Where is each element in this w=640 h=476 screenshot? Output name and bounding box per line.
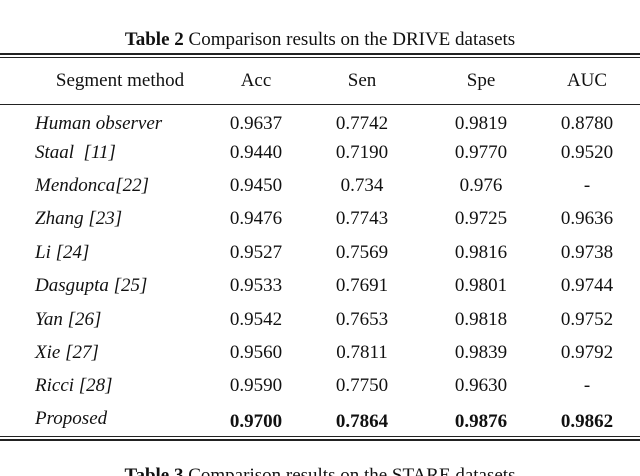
header-cell: Acc: [240, 70, 272, 91]
value-cell: 0.8780: [560, 113, 614, 134]
value-cell: 0.7653: [335, 309, 389, 330]
bottom-rule: [0, 439, 640, 441]
value-cell: 0.9700: [229, 411, 283, 432]
method-cell: Li [24]: [35, 242, 90, 263]
caption-text: Comparison results on the DRIVE datasets: [188, 29, 516, 50]
value-cell: 0.7743: [335, 208, 389, 229]
value-cell: -: [583, 175, 591, 196]
value-cell: 0.9636: [560, 208, 614, 229]
method-cell: Dasgupta [25]: [35, 275, 148, 296]
caption-label: Table 3: [124, 465, 184, 476]
bottom-rule: [0, 436, 640, 437]
header-cell: Segment method: [55, 70, 185, 91]
value-cell: 0.9476: [229, 208, 283, 229]
header-cell: Sen: [347, 70, 377, 91]
value-cell: 0.9520: [560, 142, 614, 163]
value-cell: 0.9819: [454, 113, 508, 134]
value-cell: 0.9839: [454, 342, 508, 363]
table-caption: Table 2 Comparison results on the DRIVE …: [125, 29, 515, 51]
value-cell: 0.9630: [454, 375, 508, 396]
top-rule: [0, 53, 640, 55]
value-cell: 0.7569: [335, 242, 389, 263]
next-caption: Table 3 Comparison results on the STARE …: [125, 465, 516, 476]
method-cell: Zhang [23]: [35, 208, 123, 229]
caption-label: Table 2: [124, 29, 184, 50]
value-cell: 0.9770: [454, 142, 508, 163]
method-cell: Human observer: [35, 113, 163, 134]
header-cell: Spe: [466, 70, 496, 91]
header-rule: [0, 104, 640, 105]
value-cell: 0.9738: [560, 242, 614, 263]
value-cell: 0.9450: [229, 175, 283, 196]
method-cell: Yan [26]: [35, 309, 102, 330]
value-cell: 0.9527: [229, 242, 283, 263]
value-cell: 0.9744: [560, 275, 614, 296]
value-cell: 0.7190: [335, 142, 389, 163]
value-cell: 0.9818: [454, 309, 508, 330]
value-cell: 0.9637: [229, 113, 283, 134]
method-cell: Mendonca[22]: [35, 175, 149, 196]
method-cell: Ricci [28]: [35, 375, 113, 396]
value-cell: 0.7864: [335, 411, 389, 432]
method-cell: Proposed: [35, 408, 108, 429]
value-cell: 0.9725: [454, 208, 508, 229]
method-cell: Staal [11]: [35, 142, 116, 163]
value-cell: 0.9590: [229, 375, 283, 396]
value-cell: 0.9862: [560, 411, 614, 432]
value-cell: 0.976: [459, 175, 503, 196]
value-cell: 0.7691: [335, 275, 389, 296]
value-cell: 0.734: [340, 175, 384, 196]
value-cell: 0.9792: [560, 342, 614, 363]
value-cell: 0.7742: [335, 113, 389, 134]
method-cell: Xie [27]: [35, 342, 99, 363]
value-cell: -: [583, 375, 591, 396]
value-cell: 0.9876: [454, 411, 508, 432]
header-cell: AUC: [566, 70, 608, 91]
value-cell: 0.9440: [229, 142, 283, 163]
value-cell: 0.7750: [335, 375, 389, 396]
value-cell: 0.7811: [336, 342, 388, 363]
value-cell: 0.9752: [560, 309, 614, 330]
caption-text: Comparison results on the STARE datasets: [188, 465, 516, 476]
value-cell: 0.9533: [229, 275, 283, 296]
value-cell: 0.9801: [454, 275, 508, 296]
value-cell: 0.9542: [229, 309, 283, 330]
top-rule: [0, 57, 640, 58]
value-cell: 0.9560: [229, 342, 283, 363]
value-cell: 0.9816: [454, 242, 508, 263]
